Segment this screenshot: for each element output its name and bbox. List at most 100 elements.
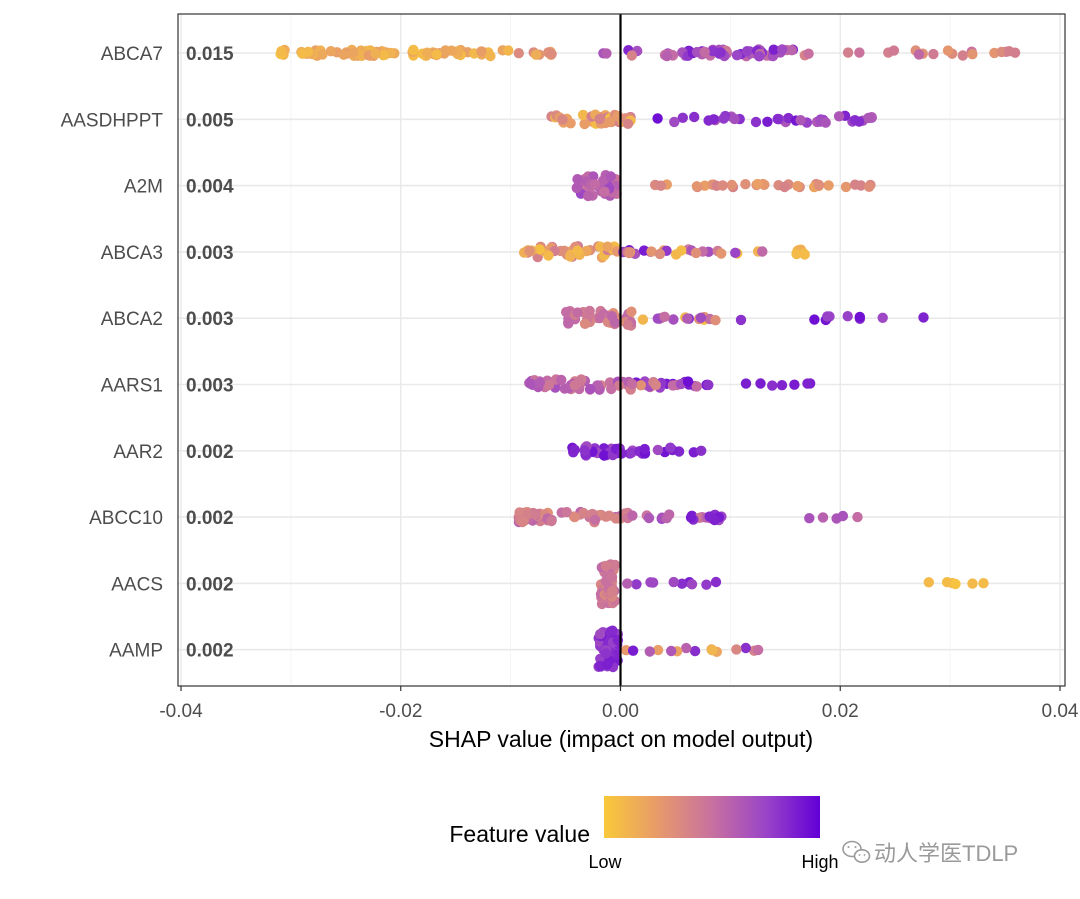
mean-abs-shap-value: 0.003 (186, 309, 234, 330)
shap-point (485, 50, 496, 62)
shap-point (616, 448, 627, 459)
shap-point (776, 380, 788, 391)
shap-point (530, 49, 542, 60)
shap-point (637, 314, 649, 325)
shap-point (626, 306, 637, 317)
shap-point (913, 49, 925, 60)
x-axis-ticks: -0.04 -0.02 0.00 0.02 0.04 (159, 686, 1079, 722)
x-tick-label: 0.04 (1042, 701, 1079, 722)
shap-point (514, 507, 525, 518)
shap-point (685, 512, 697, 523)
shap-point (755, 378, 766, 389)
shap-point (668, 314, 679, 325)
shap-point (338, 49, 349, 60)
shap-point (803, 48, 814, 59)
shap-point (561, 506, 572, 518)
shap-point (752, 178, 763, 190)
shap-point (565, 251, 576, 262)
shap-point (572, 174, 583, 185)
shap-point (569, 444, 580, 455)
shap-point (779, 181, 790, 193)
shap-point (503, 45, 514, 56)
shap-point (613, 380, 625, 391)
shap-point (569, 511, 580, 523)
shap-point (799, 249, 810, 260)
shap-point (804, 513, 815, 524)
shap-point (590, 179, 601, 190)
shap-point (622, 578, 633, 589)
shap-point (792, 180, 803, 192)
feature-name: ABCC10 (89, 508, 163, 529)
shap-point (530, 509, 541, 520)
x-tick-label: -0.04 (159, 701, 203, 722)
shap-point (718, 113, 729, 124)
legend-low-label: Low (588, 852, 622, 872)
shap-point (789, 379, 800, 390)
shap-point (579, 318, 591, 329)
shap-point (840, 181, 852, 193)
mean-abs-shap-value: 0.002 (186, 574, 234, 595)
shap-point (594, 629, 606, 640)
shap-point (813, 179, 825, 191)
shap-point (849, 179, 861, 190)
shap-point (585, 383, 596, 395)
shap-point (602, 659, 613, 670)
shap-point (795, 115, 806, 126)
shap-point (852, 511, 863, 523)
shap-point (716, 248, 727, 259)
color-legend: Feature value Low High (449, 796, 839, 872)
shap-point (664, 509, 675, 520)
mean-abs-shap-value: 0.003 (186, 243, 234, 264)
shap-point (661, 50, 673, 62)
shap-point (561, 306, 572, 318)
shap-point (525, 378, 536, 389)
feature-name: AAMP (109, 641, 163, 662)
shap-point (928, 48, 939, 60)
shap-point (600, 560, 612, 572)
shap-point (704, 511, 715, 522)
shap-point (577, 109, 589, 121)
feature-name: ABCA3 (101, 243, 163, 264)
shap-point (563, 318, 574, 329)
mean-abs-shap-value: 0.002 (186, 508, 234, 529)
shap-point (583, 190, 594, 202)
data-points (275, 44, 1021, 673)
shap-point (606, 586, 618, 597)
watermark-text: 动人学医TDLP (874, 841, 1018, 866)
shap-point (676, 578, 688, 589)
shap-point (996, 46, 1007, 58)
shap-point (967, 49, 978, 60)
shap-point (696, 445, 707, 456)
shap-point (607, 625, 618, 636)
shap-point (317, 49, 328, 60)
shap-point (597, 175, 609, 186)
shap-point (942, 45, 954, 56)
shap-point (699, 46, 710, 58)
mean-abs-shap-value: 0.002 (186, 641, 234, 662)
shap-point (325, 46, 337, 57)
shap-point (777, 44, 788, 55)
watermark: 动人学医TDLP (842, 840, 1018, 866)
legend-high-label: High (801, 852, 838, 872)
shap-point (741, 46, 753, 57)
shap-point (967, 578, 978, 589)
shap-point (606, 571, 618, 583)
shap-point (348, 47, 359, 58)
feature-name: AACS (111, 574, 163, 595)
shap-point (370, 48, 381, 59)
shap-point (817, 512, 829, 523)
shap-point (740, 642, 751, 654)
shap-point (918, 312, 929, 323)
shap-point (643, 512, 655, 524)
shap-point (877, 312, 888, 323)
shap-point (557, 114, 568, 125)
shap-point (639, 443, 650, 455)
shap-point (837, 510, 849, 522)
shap-point (854, 47, 865, 58)
shap-point (601, 48, 612, 59)
feature-name: A2M (124, 177, 163, 198)
shap-point (622, 118, 634, 129)
shap-point (689, 111, 700, 123)
shap-point (543, 379, 555, 391)
